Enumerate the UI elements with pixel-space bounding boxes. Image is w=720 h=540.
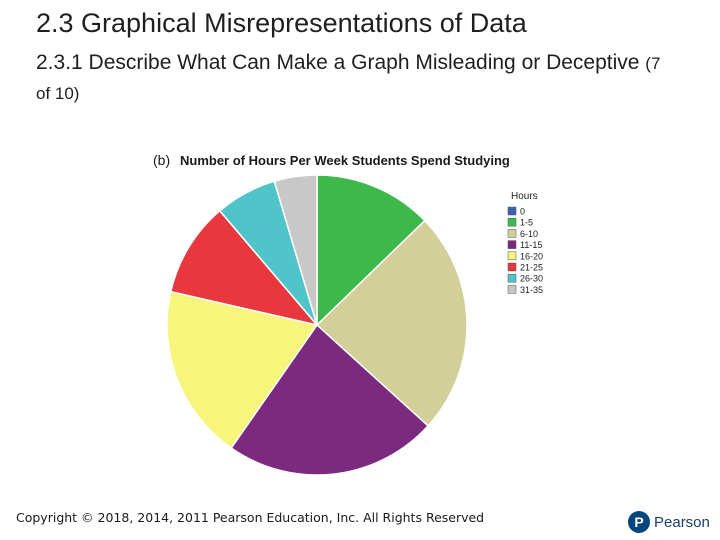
chart-title: Number of Hours Per Week Students Spend …: [180, 153, 510, 168]
pearson-logo: P Pearson: [628, 508, 710, 536]
legend-swatch-6-10: [507, 229, 517, 238]
slide-subtitle: 2.3.1 Describe What Can Make a Graph Mis…: [36, 48, 676, 108]
legend-swatch-1-5: [507, 217, 517, 227]
legend-label-11-15: 11-15: [520, 240, 542, 250]
legend-label-1-5: 1-5: [520, 218, 533, 228]
legend-label-26-30: 26-30: [520, 274, 543, 284]
subtitle-slide-count: (7 of 10): [36, 54, 661, 103]
pearson-logo-text: Pearson: [654, 513, 710, 531]
legend-label-31-35: 31-35: [520, 285, 543, 295]
legend-label-0: 0: [520, 207, 525, 217]
copyright-notice: Copyright © 2018, 2014, 2011 Pearson Edu…: [16, 510, 485, 525]
legend-swatch-26-30: [507, 273, 517, 283]
legend-swatch-31-35: [507, 285, 517, 294]
pie-slice-16-20: [166, 290, 319, 450]
pearson-logo-icon: P: [628, 511, 650, 533]
chart-panel-label: (b): [153, 152, 170, 168]
legend-label-16-20: 16-20: [520, 251, 543, 261]
legend-label-6-10: 6-10: [520, 229, 538, 239]
legend-label-21-25: 21-25: [520, 263, 543, 273]
pie-slice-31-35: [273, 174, 318, 326]
slide-title: 2.3 Graphical Misrepresentations of Data: [36, 8, 527, 38]
pie-slices: [166, 174, 468, 476]
pie-slice-6-10: [315, 219, 468, 427]
legend-swatch-11-15: [507, 240, 517, 249]
legend-title: Hours: [511, 191, 538, 202]
pie-chart: (b) Number of Hours Per Week Students Sp…: [153, 152, 543, 476]
legend-swatch-21-25: [507, 262, 517, 272]
legend-swatch-0: [507, 206, 517, 216]
pie-slice-21-25: [169, 209, 320, 327]
subtitle-main: 2.3.1 Describe What Can Make a Graph Mis…: [36, 51, 640, 74]
pie-slice-1-5: [316, 174, 426, 327]
pie-slice-11-15: [230, 323, 430, 476]
legend-swatch-16-20: [507, 251, 517, 261]
